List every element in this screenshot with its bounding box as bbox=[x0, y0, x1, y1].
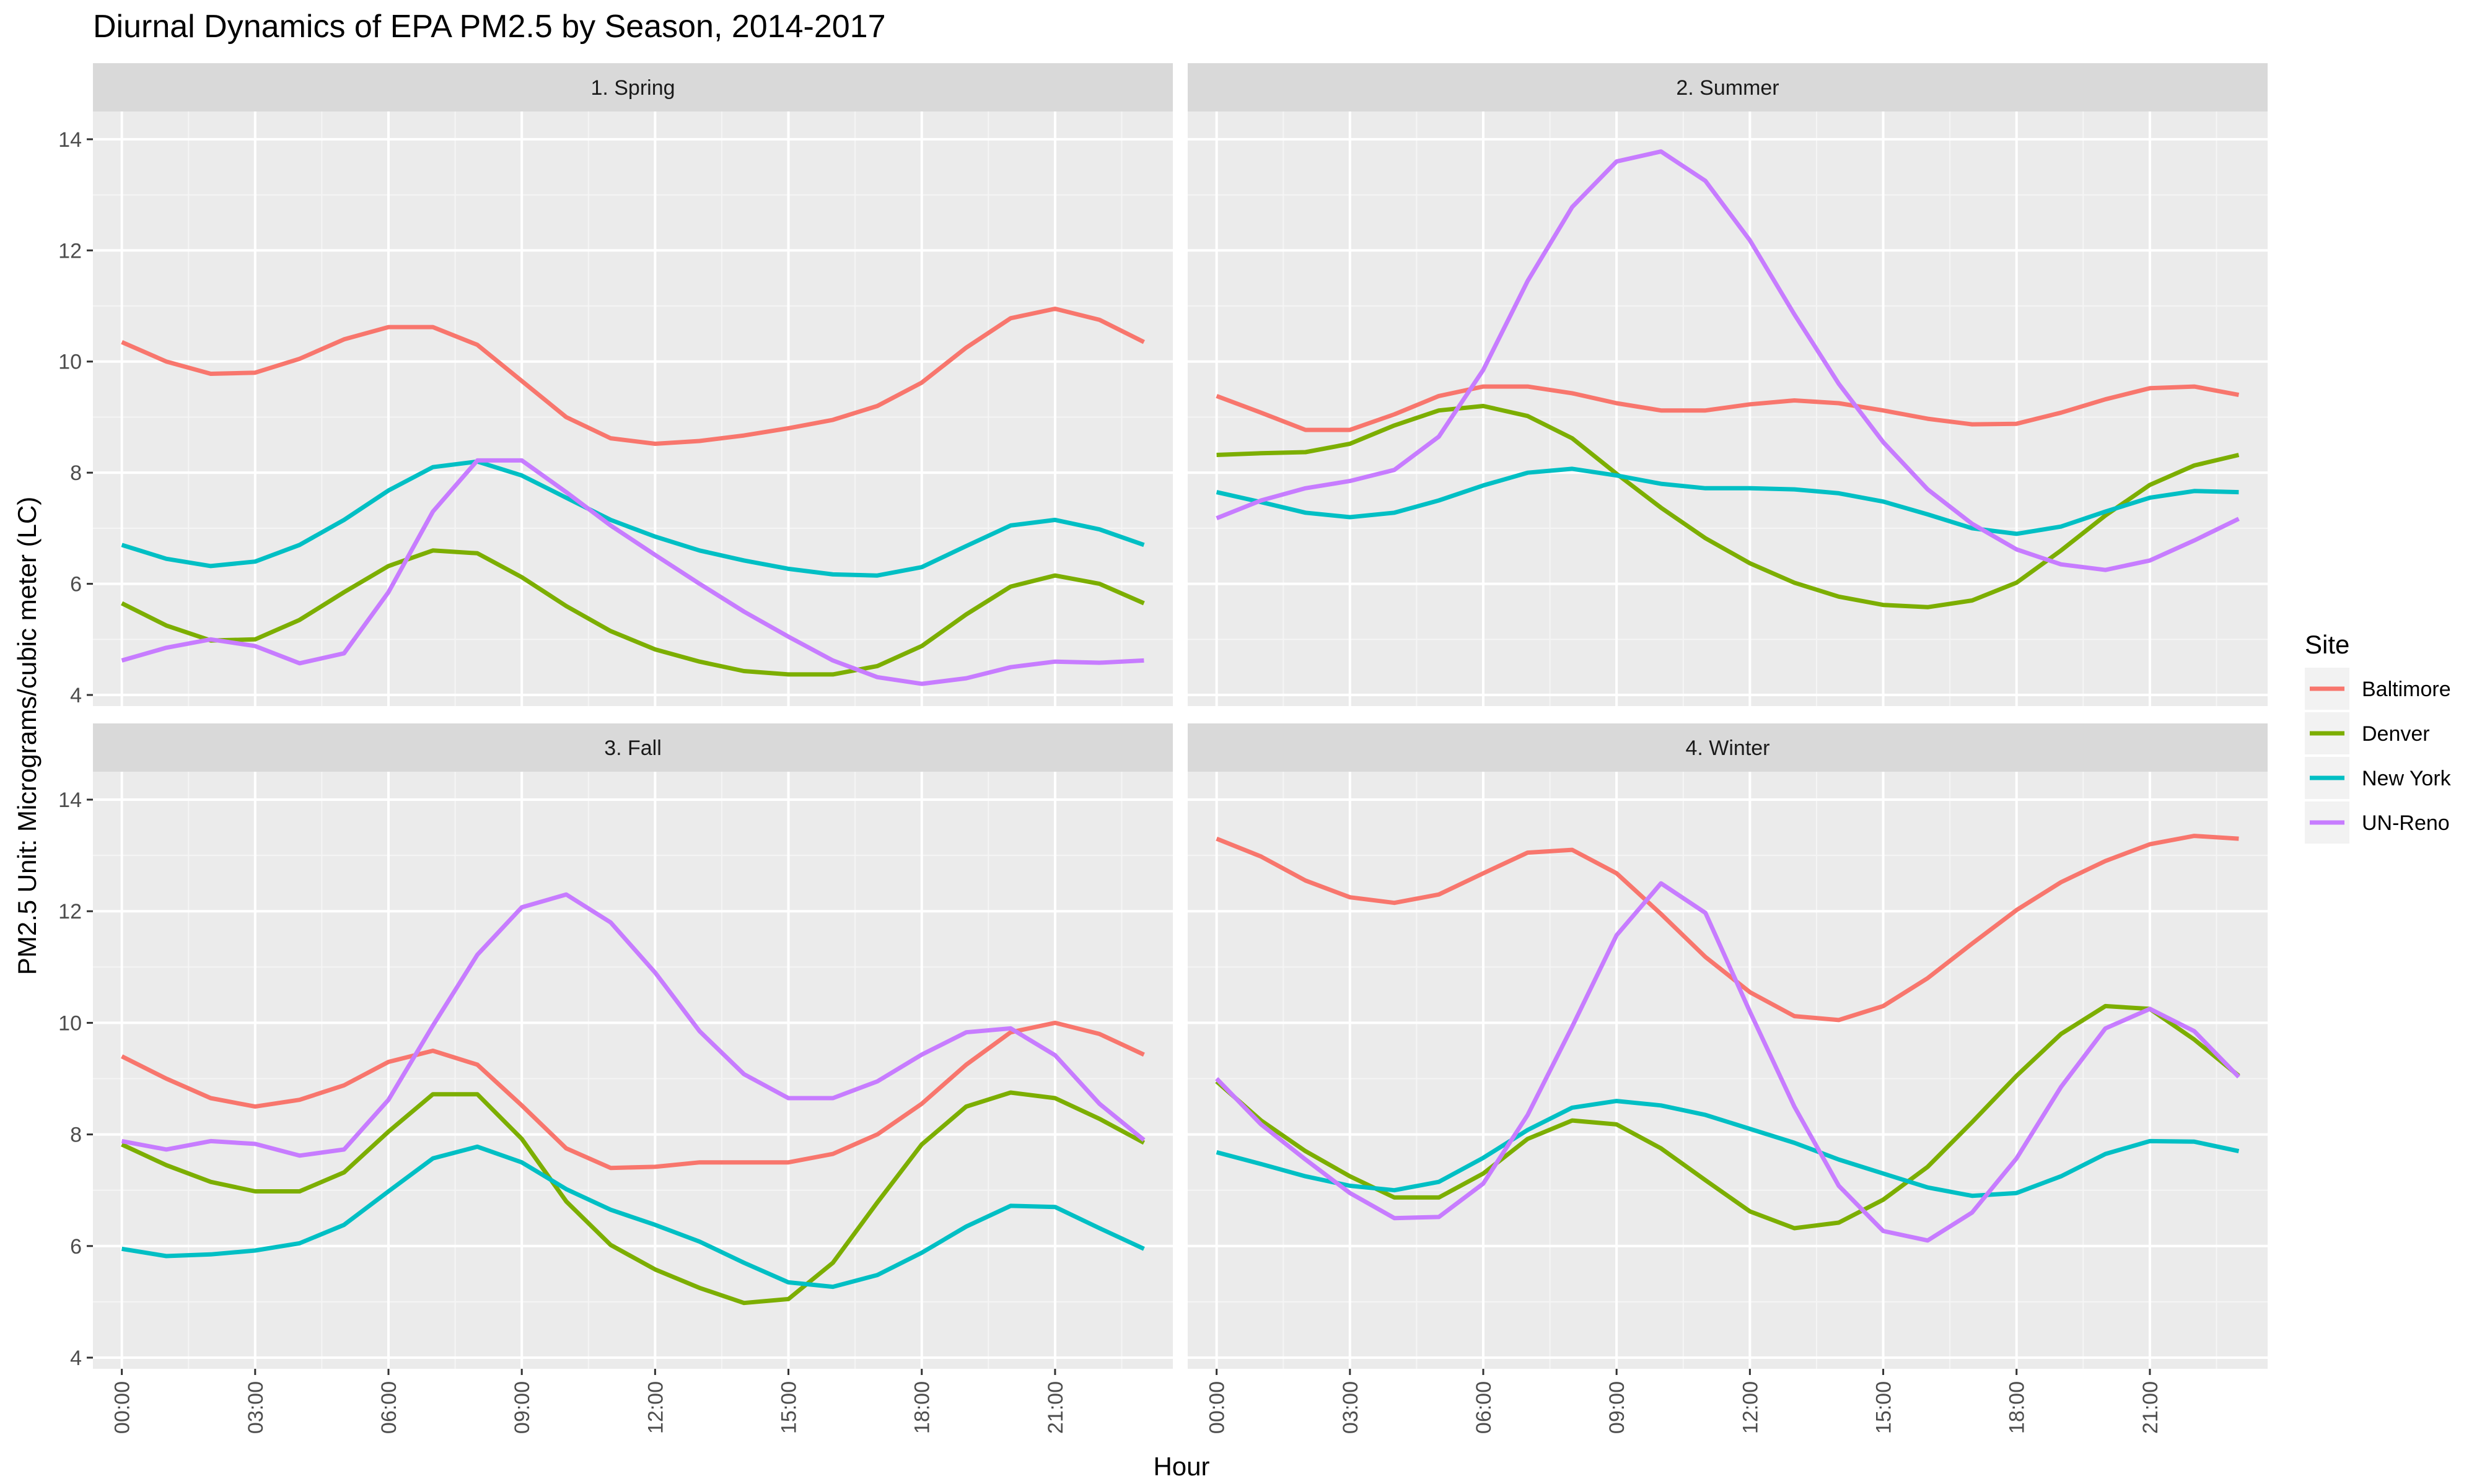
x-tick-label: 09:00 bbox=[1605, 1381, 1629, 1434]
facet-panel: 4. Winter 00:00 03:00 06:00 09:00 12:00 15:00 1… bbox=[1188, 723, 2268, 1434]
x-tick-label: 03:00 bbox=[244, 1381, 268, 1434]
series-line-un-reno bbox=[121, 458, 1144, 686]
series-line-un-reno bbox=[1216, 149, 2240, 572]
facet-panel: 3. Fall 4 6 8 10 12 14 00:00 03:00 06:00 09:00 12:0… bbox=[58, 723, 1173, 1434]
series-line-new-york bbox=[121, 1144, 1145, 1290]
y-tick-label: 8 bbox=[70, 1124, 82, 1147]
facet-strip-label: 1. Spring bbox=[590, 76, 675, 100]
facet-strip bbox=[1188, 723, 2268, 772]
series-lines bbox=[121, 892, 1146, 1306]
facet-strip-label: 4. Winter bbox=[1685, 736, 1769, 760]
x-axis-title: Hour bbox=[1153, 1452, 1209, 1481]
y-tick-label: 12 bbox=[58, 239, 82, 263]
series-line-un-reno bbox=[121, 892, 1146, 1158]
x-tick-label: 18:00 bbox=[911, 1381, 934, 1434]
facet-panel: 2. Summer bbox=[1188, 63, 2268, 706]
legend-item: Baltimore bbox=[2305, 668, 2451, 710]
legend-label: Baltimore bbox=[2362, 678, 2451, 701]
x-tick-label: 12:00 bbox=[644, 1381, 667, 1434]
series-line-baltimore bbox=[1216, 384, 2240, 432]
x-tick-label: 18:00 bbox=[2006, 1381, 2029, 1434]
y-axis-title-group: PM2.5 Unit: Micrograms/cubic meter (LC) bbox=[12, 497, 42, 976]
x-tick-label: 00:00 bbox=[111, 1381, 134, 1434]
series-lines bbox=[121, 307, 1145, 686]
facet-panel: 1. Spring 4 6 8 10 12 14 bbox=[58, 63, 1173, 707]
y-tick-label: 14 bbox=[58, 788, 82, 812]
series-line-un-reno bbox=[1215, 881, 2240, 1243]
plot-background bbox=[93, 111, 1173, 706]
series-line-denver bbox=[121, 548, 1145, 677]
legend: Site Baltimore Denver New York UN-Reno bbox=[2305, 630, 2452, 844]
series-line-denver bbox=[121, 1090, 1146, 1306]
y-axis-title: PM2.5 Unit: Micrograms/cubic meter (LC) bbox=[12, 497, 42, 976]
x-tick-label: 21:00 bbox=[2139, 1381, 2162, 1434]
x-tick-label: 06:00 bbox=[377, 1381, 401, 1434]
y-tick-label: 12 bbox=[58, 900, 82, 923]
x-tick-label: 12:00 bbox=[1739, 1381, 1762, 1434]
x-tick-label: 15:00 bbox=[1872, 1381, 1896, 1434]
legend-label: New York bbox=[2362, 767, 2452, 790]
series-line-new-york bbox=[121, 459, 1145, 578]
facet-strip bbox=[93, 723, 1173, 772]
legend-title: Site bbox=[2305, 630, 2349, 659]
facet-strip bbox=[93, 63, 1173, 111]
facet-strip-label: 2. Summer bbox=[1676, 76, 1779, 100]
chart-title: Diurnal Dynamics of EPA PM2.5 by Season,… bbox=[93, 9, 886, 45]
y-tick-label: 10 bbox=[58, 351, 82, 374]
y-tick-label: 4 bbox=[70, 684, 82, 707]
series-line-baltimore bbox=[1216, 834, 2239, 1023]
y-tick-label: 14 bbox=[58, 128, 82, 152]
facet-strip-label: 3. Fall bbox=[604, 736, 662, 760]
series-lines bbox=[1215, 834, 2240, 1243]
legend-item: Denver bbox=[2305, 712, 2430, 754]
x-tick-label: 15:00 bbox=[778, 1381, 801, 1434]
legend-label: Denver bbox=[2362, 722, 2430, 746]
series-line-denver bbox=[1215, 1003, 2240, 1231]
facet-strip bbox=[1188, 63, 2268, 111]
y-tick-label: 8 bbox=[70, 461, 82, 485]
legend-label: UN-Reno bbox=[2362, 811, 2450, 835]
x-tick-label: 09:00 bbox=[511, 1381, 534, 1434]
x-axis-title-group: Hour bbox=[1153, 1452, 1209, 1481]
x-tick-label: 00:00 bbox=[1206, 1381, 1229, 1434]
y-tick-label: 6 bbox=[70, 1235, 82, 1259]
legend-item: New York bbox=[2305, 757, 2452, 799]
y-tick-label: 10 bbox=[58, 1011, 82, 1035]
plot-background bbox=[93, 772, 1173, 1369]
major-gridlines bbox=[93, 111, 1173, 706]
x-tick-label: 03:00 bbox=[1339, 1381, 1362, 1434]
series-line-baltimore bbox=[121, 307, 1145, 446]
series-lines bbox=[1216, 149, 2240, 609]
minor-gridlines bbox=[93, 111, 1173, 706]
legend-item: UN-Reno bbox=[2305, 801, 2450, 844]
series-line-new-york bbox=[1216, 466, 2239, 536]
minor-gridlines bbox=[93, 772, 1173, 1369]
series-line-denver bbox=[1216, 404, 2240, 609]
series-line-new-york bbox=[1216, 1099, 2240, 1198]
x-tick-label: 06:00 bbox=[1472, 1381, 1496, 1434]
series-line-baltimore bbox=[121, 1020, 1145, 1171]
major-gridlines bbox=[1188, 772, 2268, 1369]
y-tick-label: 6 bbox=[70, 573, 82, 596]
x-tick-label: 21:00 bbox=[1044, 1381, 1068, 1434]
y-tick-label: 4 bbox=[70, 1347, 82, 1370]
